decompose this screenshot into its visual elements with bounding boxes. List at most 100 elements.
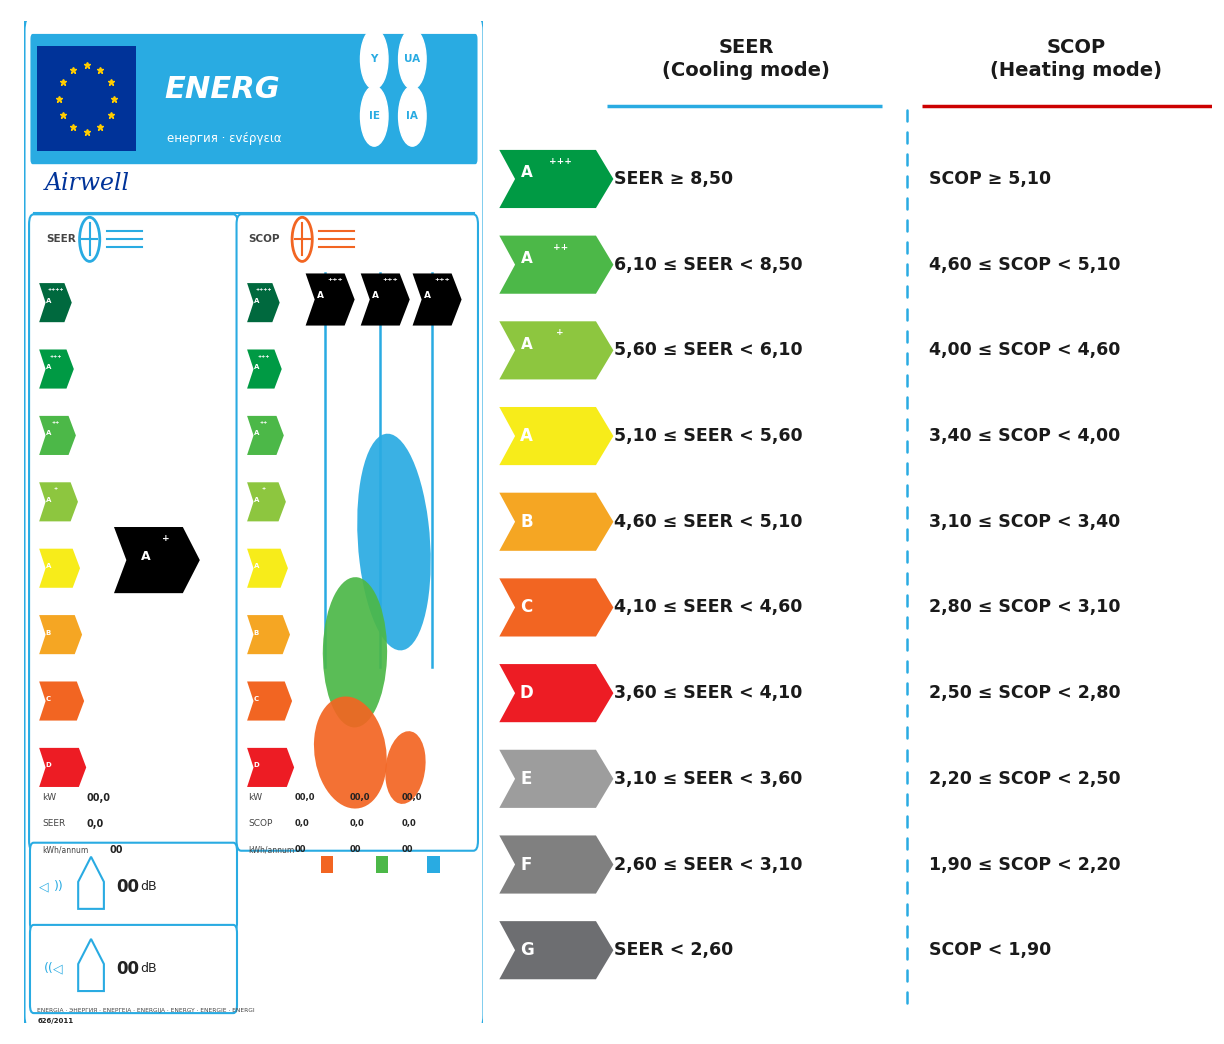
- Text: A: A: [45, 364, 51, 370]
- Text: +: +: [162, 533, 170, 543]
- Text: 2,80 ≤ SCOP < 3,10: 2,80 ≤ SCOP < 3,10: [929, 598, 1120, 616]
- Text: ◁: ◁: [39, 880, 49, 894]
- Text: A: A: [45, 497, 51, 503]
- Text: 5,60 ≤ SEER < 6,10: 5,60 ≤ SEER < 6,10: [614, 341, 803, 359]
- Text: +: +: [262, 487, 266, 492]
- FancyBboxPatch shape: [29, 925, 237, 1013]
- Ellipse shape: [357, 433, 431, 650]
- Text: 3,60 ≤ SEER < 4,10: 3,60 ≤ SEER < 4,10: [614, 684, 802, 703]
- Text: +: +: [557, 328, 564, 337]
- FancyBboxPatch shape: [38, 46, 136, 151]
- Text: SCOP < 1,90: SCOP < 1,90: [929, 942, 1051, 959]
- Text: ◁: ◁: [53, 963, 62, 975]
- Text: D: D: [45, 762, 51, 768]
- Text: 5,10 ≤ SEER < 5,60: 5,10 ≤ SEER < 5,60: [614, 427, 803, 445]
- Text: B: B: [520, 513, 532, 530]
- Polygon shape: [247, 283, 280, 323]
- Text: dB: dB: [141, 880, 157, 894]
- Text: D: D: [520, 684, 534, 703]
- Text: B: B: [253, 630, 259, 636]
- Text: A: A: [520, 252, 532, 266]
- Text: E: E: [521, 769, 532, 788]
- Polygon shape: [247, 416, 284, 455]
- Text: ++++: ++++: [48, 287, 64, 292]
- Text: kWh/annum: kWh/annum: [42, 846, 88, 854]
- Text: A: A: [253, 298, 259, 304]
- Polygon shape: [499, 322, 613, 379]
- Ellipse shape: [313, 696, 387, 808]
- Text: 2,50 ≤ SCOP < 2,80: 2,50 ≤ SCOP < 2,80: [929, 684, 1120, 703]
- Text: kW: kW: [42, 793, 56, 802]
- Text: 2,60 ≤ SEER < 3,10: 2,60 ≤ SEER < 3,10: [614, 855, 803, 874]
- Text: A: A: [45, 298, 51, 304]
- Polygon shape: [247, 350, 282, 388]
- Polygon shape: [412, 274, 461, 326]
- Text: 3,10 ≤ SEER < 3,60: 3,10 ≤ SEER < 3,60: [614, 769, 802, 788]
- Text: 0,0: 0,0: [295, 820, 310, 828]
- Ellipse shape: [386, 731, 426, 804]
- FancyBboxPatch shape: [376, 856, 388, 873]
- Text: A: A: [520, 427, 532, 445]
- Text: 2,20 ≤ SCOP < 2,50: 2,20 ≤ SCOP < 2,50: [929, 769, 1120, 788]
- Text: D: D: [253, 762, 259, 768]
- Text: kW: kW: [248, 793, 263, 802]
- Text: ENERG: ENERG: [164, 74, 280, 103]
- Polygon shape: [39, 615, 82, 655]
- FancyBboxPatch shape: [23, 16, 485, 1030]
- Text: B: B: [45, 630, 51, 636]
- Polygon shape: [39, 748, 86, 787]
- Text: 00,0: 00,0: [350, 793, 370, 802]
- Circle shape: [399, 86, 426, 146]
- Polygon shape: [114, 527, 200, 593]
- Text: +++: +++: [382, 277, 398, 282]
- Text: SEER < 2,60: SEER < 2,60: [614, 942, 733, 959]
- FancyBboxPatch shape: [29, 843, 237, 931]
- Text: 00,0: 00,0: [295, 793, 315, 802]
- Circle shape: [361, 86, 388, 146]
- Text: F: F: [521, 855, 532, 874]
- Text: A: A: [141, 549, 151, 563]
- Polygon shape: [39, 283, 72, 323]
- Text: A: A: [520, 165, 532, 181]
- Polygon shape: [306, 274, 355, 326]
- Text: 00,0: 00,0: [401, 793, 422, 802]
- Text: A: A: [253, 430, 259, 436]
- Text: SEER: SEER: [47, 234, 76, 244]
- Text: +++: +++: [435, 277, 450, 282]
- Text: 4,00 ≤ SCOP < 4,60: 4,00 ≤ SCOP < 4,60: [929, 341, 1120, 359]
- Text: 00: 00: [295, 846, 306, 854]
- Text: SEER: SEER: [42, 820, 65, 828]
- Text: C: C: [520, 598, 532, 616]
- Text: +++: +++: [257, 354, 269, 358]
- Text: A: A: [253, 364, 259, 370]
- Text: Airwell: Airwell: [45, 172, 130, 195]
- Text: A: A: [45, 563, 51, 569]
- Text: 4,10 ≤ SEER < 4,60: 4,10 ≤ SEER < 4,60: [614, 598, 802, 616]
- Text: )): )): [54, 880, 64, 894]
- Circle shape: [361, 29, 388, 89]
- Text: 1,90 ≤ SCOP < 2,20: 1,90 ≤ SCOP < 2,20: [929, 855, 1120, 874]
- Text: A: A: [520, 337, 532, 352]
- Text: A: A: [372, 291, 379, 300]
- Text: A: A: [424, 291, 431, 300]
- Text: A: A: [253, 563, 259, 569]
- Text: C: C: [45, 696, 51, 702]
- Polygon shape: [247, 682, 293, 720]
- Text: A: A: [317, 291, 324, 300]
- Polygon shape: [499, 750, 613, 808]
- Text: 6,10 ≤ SEER < 8,50: 6,10 ≤ SEER < 8,50: [614, 256, 803, 274]
- Polygon shape: [499, 664, 613, 722]
- Polygon shape: [499, 493, 613, 551]
- FancyBboxPatch shape: [321, 856, 333, 873]
- Polygon shape: [499, 578, 613, 637]
- Text: IA: IA: [406, 111, 419, 121]
- Text: UA: UA: [404, 54, 420, 64]
- Text: 0,0: 0,0: [87, 818, 104, 829]
- Polygon shape: [247, 482, 286, 521]
- Text: +++: +++: [548, 157, 572, 166]
- Text: A: A: [253, 497, 259, 503]
- Text: 00: 00: [116, 878, 140, 896]
- Text: C: C: [253, 696, 258, 702]
- Polygon shape: [247, 615, 290, 655]
- Polygon shape: [499, 835, 613, 894]
